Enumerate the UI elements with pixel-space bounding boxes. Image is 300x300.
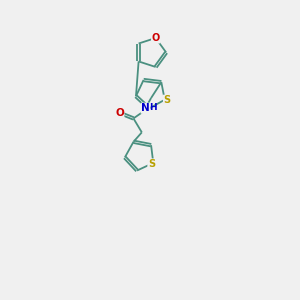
Text: S: S: [148, 159, 155, 169]
Text: S: S: [164, 95, 170, 105]
Text: O: O: [115, 108, 124, 118]
Text: O: O: [152, 33, 160, 43]
Text: H: H: [149, 103, 156, 112]
Text: N: N: [141, 103, 150, 113]
